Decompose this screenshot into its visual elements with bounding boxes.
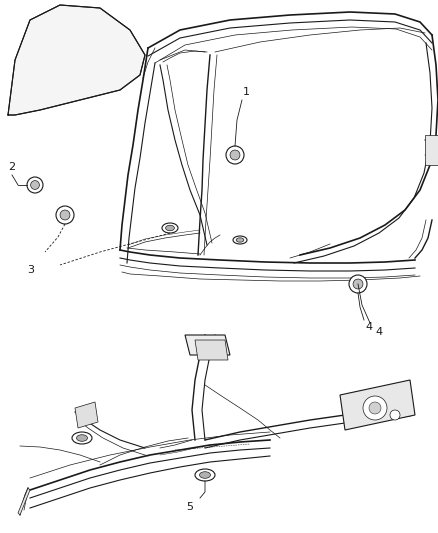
Text: 2: 2 <box>8 162 15 172</box>
Bar <box>424 135 438 165</box>
Polygon shape <box>184 335 230 355</box>
Ellipse shape <box>162 223 177 233</box>
Circle shape <box>27 177 43 193</box>
Circle shape <box>368 402 380 414</box>
Polygon shape <box>8 5 145 115</box>
Text: 1: 1 <box>243 87 249 97</box>
Circle shape <box>348 275 366 293</box>
Ellipse shape <box>165 225 174 231</box>
Polygon shape <box>339 380 414 430</box>
Circle shape <box>56 206 74 224</box>
Circle shape <box>389 410 399 420</box>
Text: 3: 3 <box>27 265 34 275</box>
Polygon shape <box>194 340 227 360</box>
Polygon shape <box>75 402 98 428</box>
Ellipse shape <box>199 472 210 478</box>
Circle shape <box>230 150 240 160</box>
Ellipse shape <box>236 238 243 242</box>
Polygon shape <box>18 488 30 515</box>
Text: 4: 4 <box>374 327 381 337</box>
Circle shape <box>226 146 244 164</box>
Circle shape <box>60 210 70 220</box>
Ellipse shape <box>194 469 215 481</box>
Circle shape <box>31 181 39 189</box>
Ellipse shape <box>76 435 87 441</box>
Circle shape <box>352 279 362 289</box>
Circle shape <box>362 396 386 420</box>
Text: 5: 5 <box>186 502 193 512</box>
Ellipse shape <box>233 236 247 244</box>
Ellipse shape <box>72 432 92 444</box>
Text: 4: 4 <box>364 322 371 332</box>
